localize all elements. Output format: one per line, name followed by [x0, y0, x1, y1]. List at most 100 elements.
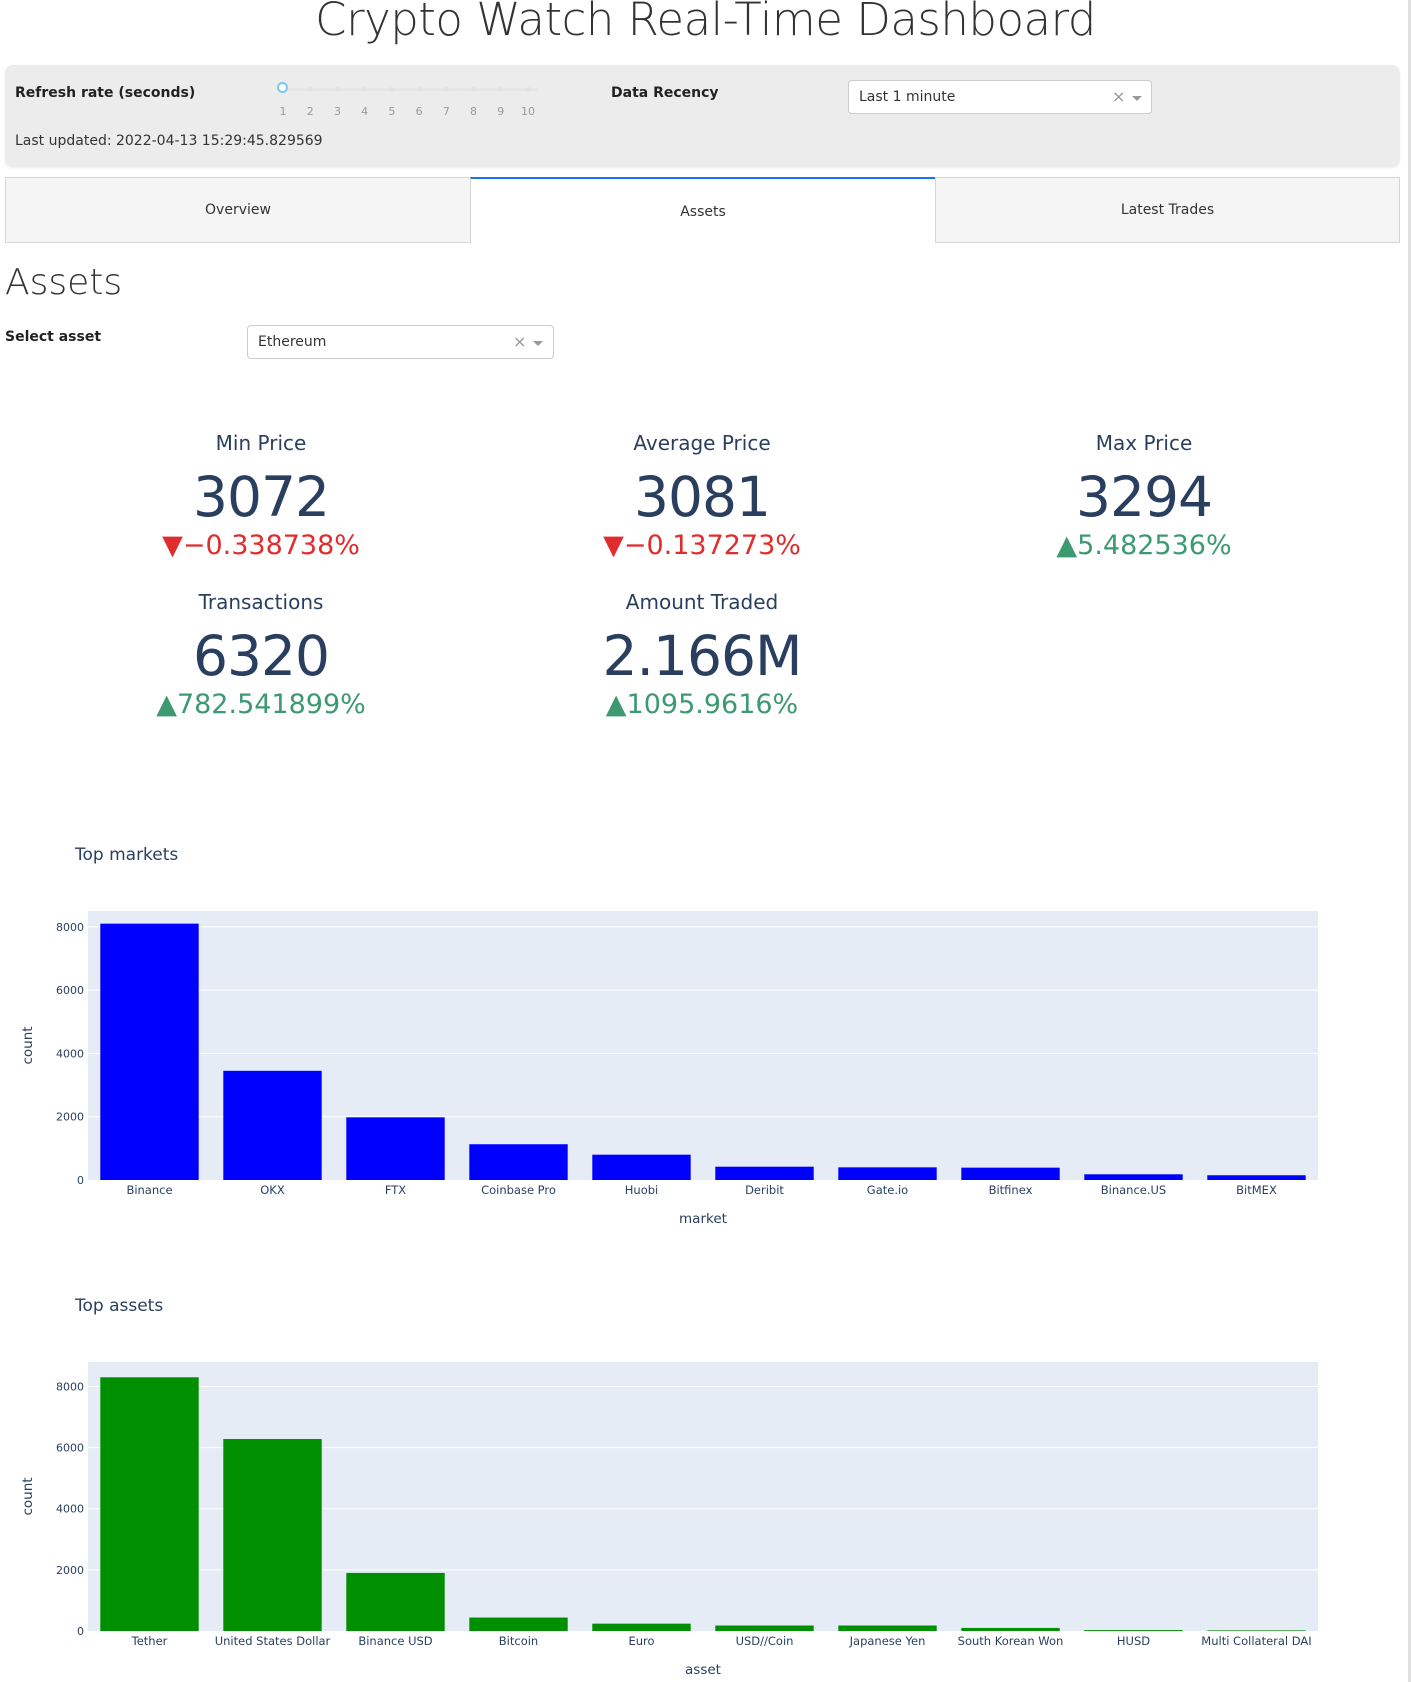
slider-tick-label[interactable]: 2 [306, 105, 314, 118]
x-tick-label: USD//Coin [736, 1634, 794, 1648]
y-tick-label: 0 [77, 1174, 84, 1187]
slider-tick-label[interactable]: 6 [415, 105, 423, 118]
x-tick-label: Gate.io [867, 1183, 908, 1197]
chart-title-top-markets: Top markets [75, 845, 179, 865]
slider-tick-label[interactable]: 8 [470, 105, 478, 118]
slider-tick-label[interactable]: 10 [521, 105, 535, 118]
x-tick-label: Bitfinex [989, 1183, 1033, 1197]
clear-icon[interactable]: × [1112, 87, 1126, 106]
x-tick-label: Coinbase Pro [481, 1183, 556, 1197]
bar [961, 1167, 1060, 1180]
tab-overview[interactable]: Overview [5, 177, 471, 243]
kpi-value: 2.166M [602, 624, 803, 688]
top-assets-chart: 0 2000 4000 6000 8000 Tether United States Dol… [20, 1362, 1318, 1678]
refresh-rate-slider[interactable]: 1 2 3 4 5 6 7 8 9 10 [277, 81, 543, 121]
bar [838, 1625, 937, 1631]
x-tick-label: Deribit [745, 1183, 784, 1197]
bar [715, 1166, 814, 1180]
bar [592, 1154, 691, 1180]
bar [838, 1167, 937, 1180]
kpi-delta: ▲5.482536% [1056, 530, 1232, 561]
slider-rail[interactable] [283, 88, 538, 91]
slider-dot[interactable] [362, 87, 368, 92]
y-tick-label: 8000 [56, 1380, 84, 1393]
x-tick-label: South Korean Won [958, 1634, 1064, 1648]
bar [961, 1627, 1060, 1631]
slider-tick-label[interactable]: 7 [442, 105, 450, 118]
slider-tick-label[interactable]: 4 [361, 105, 369, 118]
kpi-label: Max Price [1095, 431, 1193, 455]
y-tick-label: 4000 [56, 1047, 84, 1060]
kpi-delta: ▲1095.9616% [605, 689, 799, 720]
kpi-delta: ▼−0.338738% [162, 530, 360, 561]
scrollbar[interactable] [1408, 0, 1411, 1682]
x-tick-label: Huobi [625, 1183, 658, 1197]
y-tick-label: 6000 [56, 984, 84, 997]
kpi-value: 3294 [1076, 465, 1213, 529]
section-title: Assets [5, 262, 123, 303]
x-tick-label: Euro [628, 1634, 654, 1648]
x-axis-label: market [679, 1211, 727, 1227]
kpi-value: 6320 [193, 624, 330, 688]
slider-handle[interactable] [277, 82, 288, 93]
x-tick-label: OKX [260, 1183, 285, 1197]
slider-tick-label[interactable]: 3 [333, 105, 341, 118]
x-tick-label: Binance USD [358, 1634, 432, 1648]
x-tick-label: Multi Collateral DAI [1201, 1634, 1311, 1648]
y-tick-label: 2000 [56, 1111, 84, 1124]
data-recency-value: Last 1 minute [859, 89, 956, 105]
bar [346, 1572, 445, 1631]
data-recency-dropdown[interactable]: Last 1 minute × [848, 80, 1152, 114]
slider-dot[interactable] [307, 87, 313, 92]
bar [1207, 1175, 1306, 1180]
bar [469, 1617, 568, 1631]
bar [1084, 1630, 1183, 1631]
bar [1207, 1630, 1306, 1631]
clear-icon[interactable]: × [513, 332, 527, 351]
slider-dot[interactable] [498, 87, 504, 92]
slider-dot[interactable] [416, 87, 422, 92]
slider-dot[interactable] [525, 87, 531, 92]
kpi-delta: ▲782.541899% [156, 689, 366, 720]
bar [223, 1439, 322, 1631]
asset-dropdown[interactable]: Ethereum × [247, 325, 554, 359]
kpi-label: Average Price [633, 431, 771, 455]
slider-dot[interactable] [389, 87, 395, 92]
x-tick-label: BitMEX [1236, 1183, 1277, 1197]
tab-assets[interactable]: Assets [470, 177, 936, 243]
chart-title-top-assets: Top assets [75, 1296, 164, 1316]
slider-dot[interactable] [443, 87, 449, 92]
kpi-value: 3072 [193, 465, 330, 529]
slider-dot[interactable] [334, 87, 340, 92]
bar [346, 1117, 445, 1180]
data-recency-label: Data Recency [611, 85, 719, 101]
y-tick-label: 8000 [56, 921, 84, 934]
kpi-min-price: Min Price 3072 ▼−0.338738% [111, 429, 411, 563]
x-axis-label: asset [685, 1662, 721, 1678]
y-tick-label: 2000 [56, 1564, 84, 1577]
slider-dot[interactable] [471, 87, 477, 92]
y-axis-label: count [20, 1477, 36, 1515]
kpi-label: Amount Traded [625, 590, 779, 614]
bar [1084, 1174, 1183, 1180]
x-tick-label: FTX [385, 1183, 406, 1197]
y-tick-label: 6000 [56, 1442, 84, 1455]
bar [100, 1377, 199, 1631]
x-tick-label: Bitcoin [499, 1634, 538, 1648]
bar [223, 1070, 322, 1180]
chevron-down-icon[interactable] [1132, 96, 1142, 101]
tab-latest-trades[interactable]: Latest Trades [935, 177, 1400, 243]
last-updated-text: Last updated: 2022-04-13 15:29:45.829569 [15, 133, 323, 149]
x-tick-label: United States Dollar [215, 1634, 331, 1648]
x-tick-label: Binance [126, 1183, 172, 1197]
page-title: Crypto Watch Real-Time Dashboard [315, 0, 1096, 46]
slider-tick-label[interactable]: 9 [497, 105, 505, 118]
y-tick-label: 4000 [56, 1503, 84, 1516]
top-markets-chart: 0 2000 4000 6000 8000 Binance OKX FTX Coinbase P… [20, 911, 1318, 1227]
slider-tick-label[interactable]: 5 [388, 105, 396, 118]
select-asset-label: Select asset [5, 329, 102, 345]
slider-tick-label[interactable]: 1 [279, 105, 287, 118]
kpi-average-price: Average Price 3081 ▼−0.137273% [552, 429, 852, 563]
x-tick-label: Binance.US [1101, 1183, 1166, 1197]
chevron-down-icon[interactable] [533, 341, 543, 346]
